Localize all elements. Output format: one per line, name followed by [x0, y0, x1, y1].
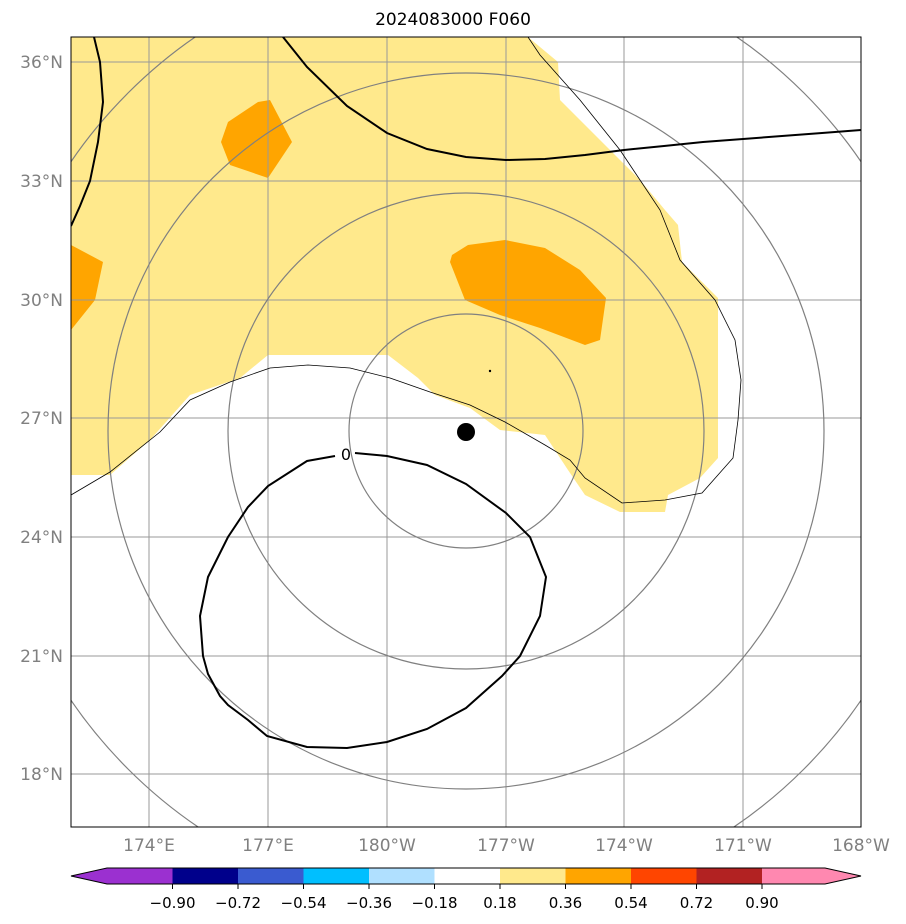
colorbar-tick-label: 0.72	[680, 894, 713, 912]
colorbar-tick-label: 0.54	[614, 894, 647, 912]
colorbar-segment	[369, 868, 435, 884]
lon-label: 174°W	[595, 836, 653, 856]
contour-line	[282, 37, 861, 162]
lat-labels: 36°N 33°N 30°N 27°N 24°N 21°N 18°N	[20, 53, 63, 785]
lat-label: 30°N	[20, 291, 63, 311]
lat-label: 18°N	[20, 765, 63, 785]
colorbar-segment	[500, 868, 566, 884]
colorbar-extend-low	[71, 868, 107, 884]
colorbar-segment	[565, 868, 631, 884]
outline-line	[71, 37, 742, 504]
colorbar-segment	[303, 868, 369, 884]
colorbar-tick-label: −0.72	[215, 894, 261, 912]
map-title: 2024083000 F060	[375, 10, 531, 30]
colorbar-segment	[631, 868, 697, 884]
colorbar-tick-label: 0.90	[745, 894, 778, 912]
lon-label: 180°W	[358, 836, 416, 856]
colorbar-segment	[238, 868, 304, 884]
lat-label: 33°N	[20, 172, 63, 192]
lon-label: 168°W	[832, 836, 890, 856]
small-dot-marker	[488, 369, 492, 373]
zero-contour	[198, 452, 548, 750]
colorbar-segment	[107, 868, 173, 884]
colorbar-tick-label: −0.54	[281, 894, 327, 912]
lon-label: 171°W	[714, 836, 772, 856]
lon-labels: 174°E 177°E 180°W 177°W 174°W 171°W 168°…	[123, 836, 890, 856]
colorbar-segment	[696, 868, 762, 884]
colorbar-border	[70, 867, 862, 885]
colorbar: −0.90 −0.72 −0.54 −0.36 −0.18 0.18 0.36 …	[70, 867, 862, 912]
colorbar-segment	[762, 868, 825, 884]
lat-label: 27°N	[20, 409, 63, 429]
lat-label: 21°N	[20, 647, 63, 667]
colorbar-tick-label: −0.90	[150, 894, 196, 912]
colorbar-tick-label: −0.36	[346, 894, 392, 912]
shade-dark-region	[71, 245, 103, 330]
map-border	[70, 36, 862, 828]
lon-label: 174°E	[123, 836, 175, 856]
shade-dark-region	[450, 240, 606, 345]
colorbar-segment	[172, 868, 238, 884]
colorbar-tick-label: 0.36	[549, 894, 582, 912]
lat-label: 36°N	[20, 53, 63, 73]
colorbar-segment	[434, 868, 500, 884]
lon-label: 177°W	[477, 836, 535, 856]
colorbar-tick-label: 0.18	[483, 894, 516, 912]
lat-label: 24°N	[20, 528, 63, 548]
contour-label: 0	[341, 445, 351, 464]
shade-dark-region	[221, 100, 292, 178]
colorbar-tick-label: −0.18	[412, 894, 458, 912]
colorbar-extend-high	[825, 868, 861, 884]
storm-center-marker	[457, 423, 475, 441]
lon-label: 177°E	[242, 836, 294, 856]
contour-line	[71, 37, 105, 227]
